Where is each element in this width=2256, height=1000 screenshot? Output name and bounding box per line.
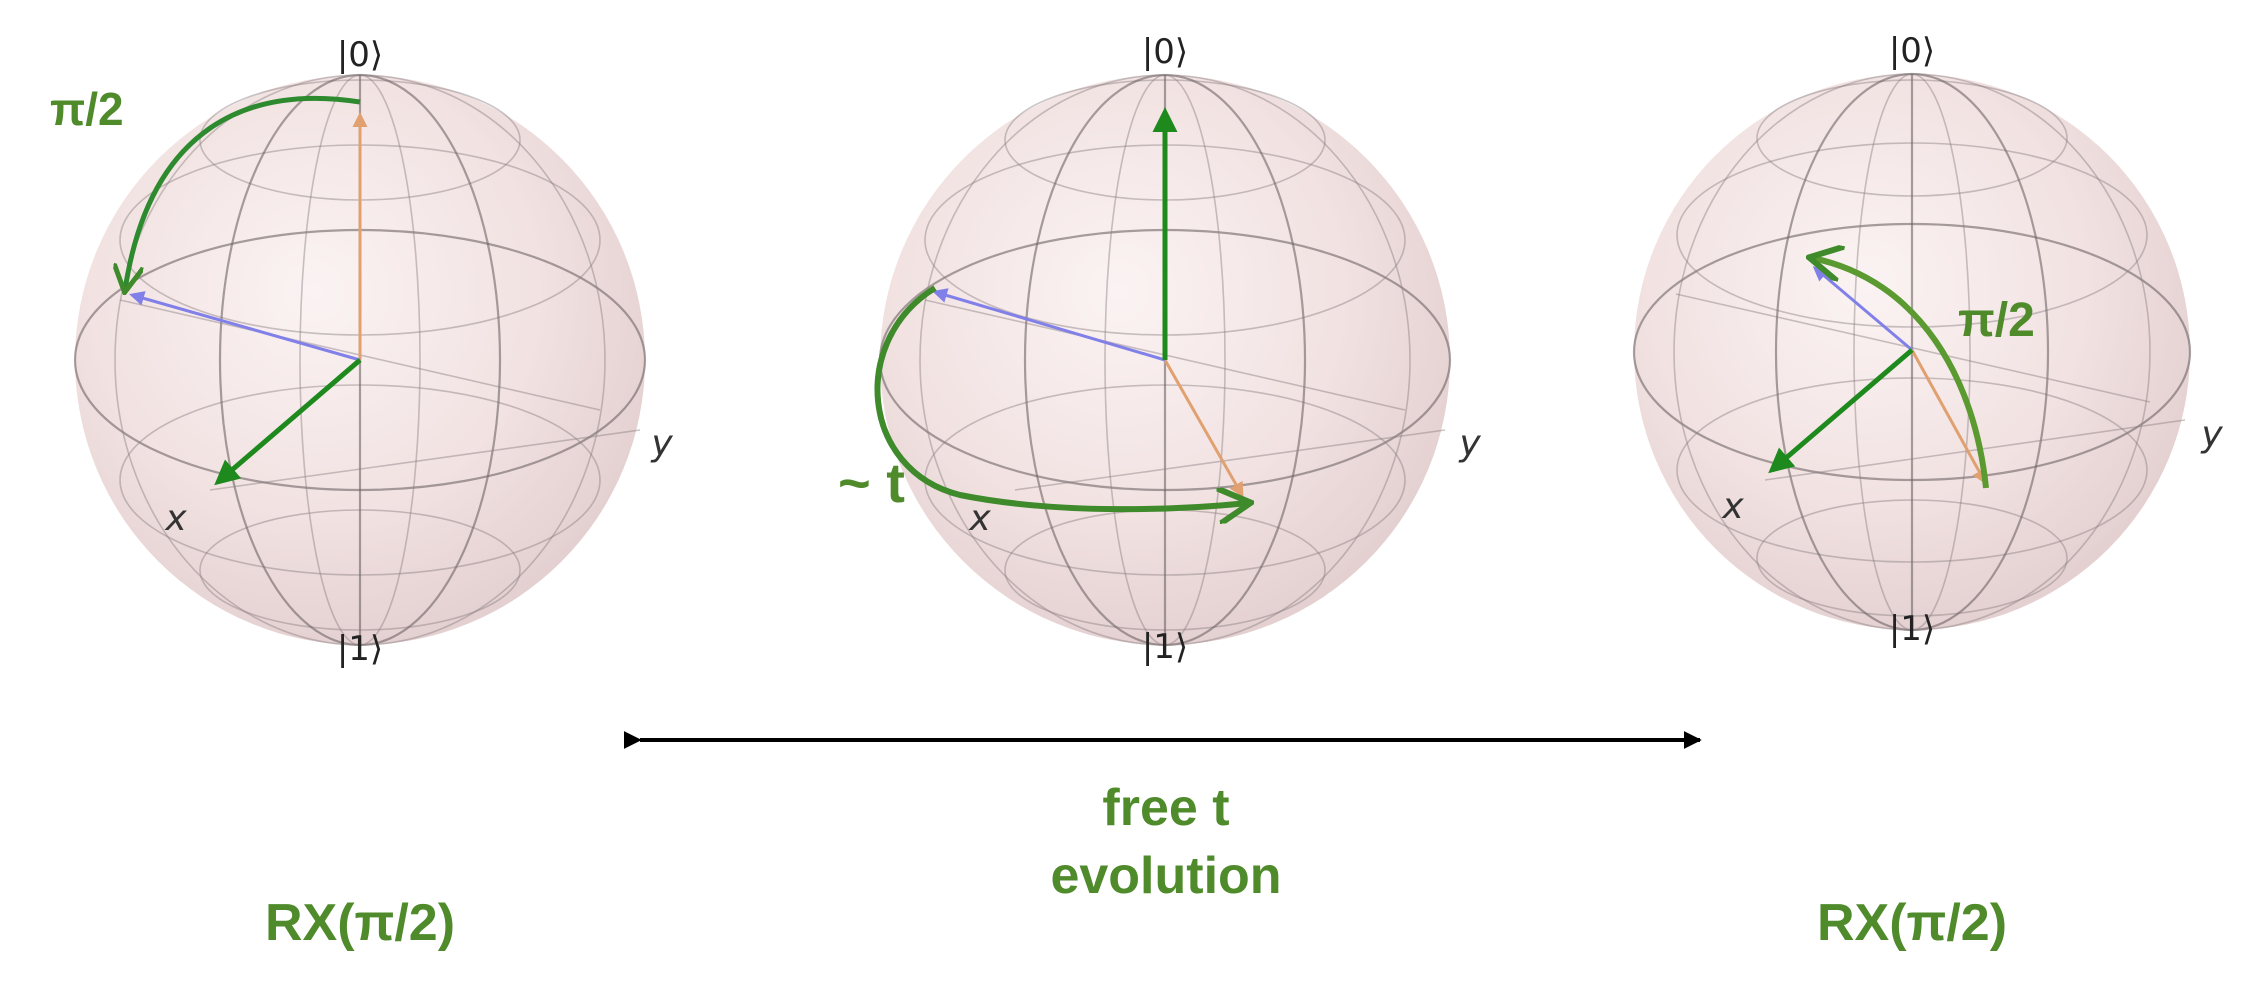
- bloch-sphere-3: |0⟩ |1⟩ x y π/2 RX(π/2): [1632, 31, 2223, 952]
- state-vector: [214, 358, 362, 486]
- y-axis-vector: [1812, 266, 1913, 352]
- precession-arc: [874, 285, 1248, 509]
- pole-label-top: |0⟩: [1889, 31, 1935, 71]
- z-axis-vector: [1163, 359, 1244, 498]
- pole-label-bottom: |1⟩: [1142, 627, 1188, 667]
- y-axis-vector: [129, 291, 361, 362]
- gate-label: RX(π/2): [265, 894, 455, 952]
- axis-label-x: x: [968, 498, 991, 539]
- axis-label-y: y: [650, 423, 673, 464]
- rotation-arc: [125, 95, 361, 290]
- pole-label-top: |0⟩: [1142, 32, 1188, 72]
- timeline-label-line1: free t: [1102, 779, 1229, 837]
- state-vector: [1768, 348, 1914, 474]
- gate-label: RX(π/2): [1817, 894, 2007, 952]
- rotation-label: π/2: [1958, 294, 2035, 347]
- axis-label-x: x: [164, 498, 187, 539]
- pole-label-bottom: |1⟩: [337, 629, 383, 669]
- pole-label-top: |0⟩: [337, 35, 383, 75]
- bloch-sphere-1: |0⟩ |1⟩ x y π/2 RX(π/2): [50, 35, 673, 952]
- axis-label-y: y: [2200, 414, 2223, 455]
- axis-label-y: y: [1458, 423, 1481, 464]
- rotation-label: ~ t: [838, 451, 905, 514]
- y-axis-vector: [932, 288, 1166, 362]
- sphere-grid: [1632, 72, 2192, 632]
- z-axis-vector: [1910, 349, 1987, 485]
- axis-label-x: x: [1721, 486, 1744, 527]
- pole-label-bottom: |1⟩: [1889, 609, 1935, 649]
- bloch-sphere-2: |0⟩ |1⟩ x y ~ t: [838, 32, 1481, 667]
- timeline-label-line2: evolution: [1050, 847, 1281, 905]
- rotation-arc: [1812, 258, 1989, 489]
- free-evolution-timeline: free t evolution: [623, 731, 1702, 905]
- rotation-label: π/2: [50, 83, 124, 135]
